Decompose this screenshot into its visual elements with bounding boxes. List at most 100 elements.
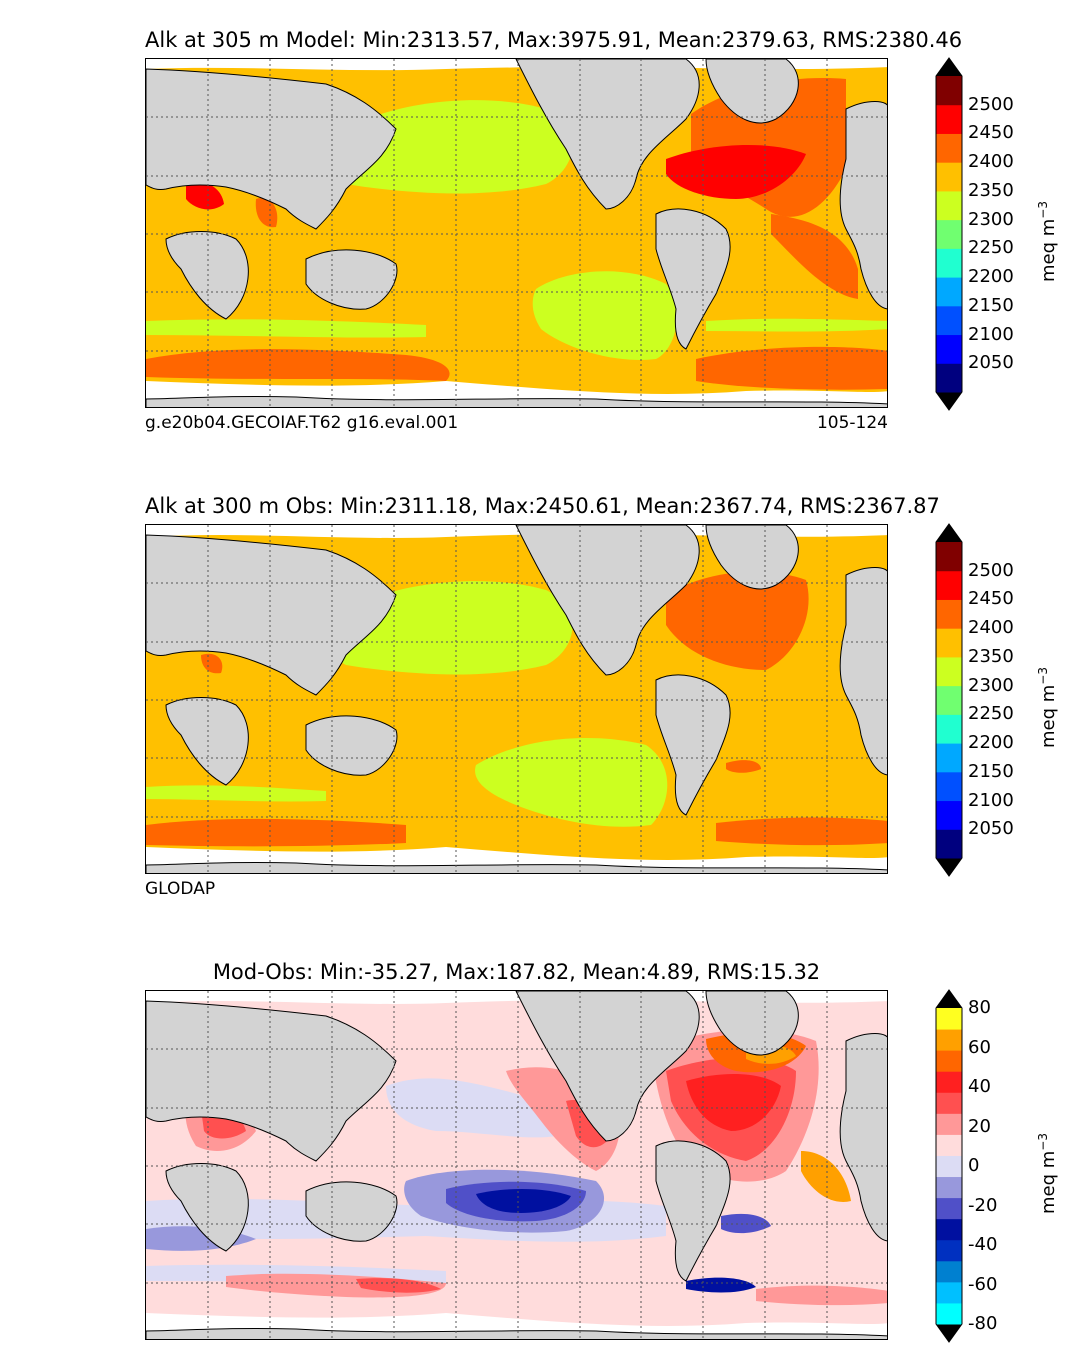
southern-ocean-2400	[146, 349, 450, 381]
colorbar-tick-label: 2050	[968, 818, 1014, 840]
diff-colorbar	[935, 989, 963, 1343]
colorbar-tick-label: 0	[968, 1155, 980, 1176]
colorbar-segment	[936, 1071, 962, 1093]
obs-title: Alk at 300 m Obs: Min:2311.18, Max:2450.…	[145, 494, 940, 518]
graticule	[146, 59, 887, 407]
diff-map-svg	[146, 991, 887, 1339]
model-colorbar-label: meq m−3	[1036, 201, 1059, 282]
colorbar-segment	[936, 334, 962, 364]
model-colorbar	[935, 57, 963, 411]
colorbar-segment	[936, 829, 962, 859]
colorbar-segment	[936, 743, 962, 773]
colorbar-segment	[936, 628, 962, 658]
colorbar-segment	[936, 1050, 962, 1072]
colorbar-tick-label: 2100	[968, 323, 1014, 345]
colorbar-tick-label: 2200	[968, 732, 1014, 754]
colorbar-tick-label: 2250	[968, 703, 1014, 725]
south-pacific-2300	[475, 737, 668, 827]
colorbar-under-triangle	[936, 1324, 962, 1342]
colorbar-over-triangle	[936, 524, 962, 542]
colorbar-tick-label: -40	[968, 1234, 998, 1255]
colorbar-tick-label: 2400	[968, 617, 1014, 639]
colorbar-segment	[936, 599, 962, 629]
colorbar-tick-label: 2500	[968, 93, 1014, 115]
colorbar-tick-label: 2450	[968, 588, 1014, 610]
colorbar-segment	[936, 1260, 962, 1283]
colorbar-segment	[936, 1008, 962, 1030]
colorbar-tick-label: 2100	[968, 789, 1014, 811]
diff-map[interactable]	[145, 990, 888, 1340]
colorbar-segment	[936, 1155, 962, 1178]
colorbar-segment	[936, 305, 962, 336]
colorbar-tick-label: 2350	[968, 645, 1014, 667]
colorbar-segment	[936, 1281, 962, 1304]
colorbar-segment	[936, 1176, 962, 1199]
colorbar-tick-label: 2450	[968, 122, 1014, 144]
colorbar-segment	[936, 76, 962, 106]
obs-footer-left: GLODAP	[145, 879, 216, 899]
colorbar-tick-label: -80	[968, 1313, 998, 1334]
colorbar-segment	[936, 162, 962, 192]
graticule	[146, 991, 887, 1339]
colorbar-segment	[936, 1218, 962, 1241]
colorbar-segment	[936, 1029, 962, 1051]
colorbar-segment	[936, 800, 962, 830]
arabian-sea-2450	[186, 182, 224, 210]
colorbar-tick-label: 20	[968, 1115, 991, 1137]
colorbar-tick-label: 2150	[968, 294, 1014, 316]
colorbar-segment	[936, 248, 962, 278]
colorbar-segment	[936, 771, 962, 802]
colorbar-segment	[936, 219, 962, 249]
colorbar-segment	[936, 1197, 962, 1220]
colorbar-tick-label: 2200	[968, 266, 1014, 288]
colorbar-segment	[936, 1092, 962, 1114]
graticule	[146, 525, 887, 873]
north-atlantic-2400	[666, 571, 809, 670]
colorbar-under-triangle	[936, 858, 962, 876]
colorbar-tick-label: 2050	[968, 352, 1014, 374]
obs-map[interactable]	[145, 524, 888, 874]
colorbar-tick-label: 80	[968, 997, 991, 1018]
colorbar-tick-label: 40	[968, 1076, 991, 1097]
colorbar-segment	[936, 1134, 962, 1156]
colorbar-tick-label: 60	[968, 1036, 991, 1058]
obs-map-svg	[146, 525, 887, 873]
colorbar-segment	[936, 656, 962, 687]
colorbar-tick-label: 2300	[968, 674, 1014, 696]
colorbar-segment	[936, 190, 962, 221]
colorbar-tick-label: 2300	[968, 208, 1014, 230]
obs-colorbar	[935, 523, 963, 877]
colorbar-under-triangle	[936, 392, 962, 410]
colorbar-over-triangle	[936, 58, 962, 76]
colorbar-tick-label: 2500	[968, 559, 1014, 581]
model-title: Alk at 305 m Model: Min:2313.57, Max:397…	[145, 28, 963, 52]
colorbar-segment	[936, 1113, 962, 1135]
colorbar-segment	[936, 1239, 962, 1262]
model-footer-left: g.e20b04.GECOIAF.T62 g16.eval.001	[145, 413, 459, 433]
colorbar-segment	[936, 714, 962, 744]
colorbar-tick-label: 2250	[968, 237, 1014, 259]
colorbar-segment	[936, 570, 962, 600]
obs-colorbar-label: meq m−3	[1036, 667, 1059, 748]
model-map-svg	[146, 59, 887, 407]
colorbar-segment	[936, 104, 962, 134]
colorbar-tick-label: -20	[968, 1194, 998, 1216]
colorbar-tick-label: 2150	[968, 760, 1014, 782]
colorbar-segment	[936, 1302, 962, 1325]
colorbar-tick-label: 2350	[968, 179, 1014, 201]
colorbar-segment	[936, 685, 962, 715]
colorbar-segment	[936, 542, 962, 572]
southern-ocean-2400	[146, 818, 406, 847]
model-footer-right: 105-124	[816, 413, 888, 433]
diff-colorbar-label: meq m−3	[1036, 1133, 1059, 1214]
colorbar-over-triangle	[936, 990, 962, 1008]
diff-title: Mod-Obs: Min:-35.27, Max:187.82, Mean:4.…	[212, 960, 821, 984]
south-pacific-2300	[532, 271, 677, 360]
colorbar-segment	[936, 133, 962, 163]
colorbar-tick-label: -60	[968, 1273, 998, 1295]
colorbar-tick-label: 2400	[968, 151, 1014, 173]
model-map[interactable]	[145, 58, 888, 408]
colorbar-segment	[936, 277, 962, 307]
colorbar-segment	[936, 363, 962, 393]
north-atlantic-2450	[666, 144, 806, 199]
